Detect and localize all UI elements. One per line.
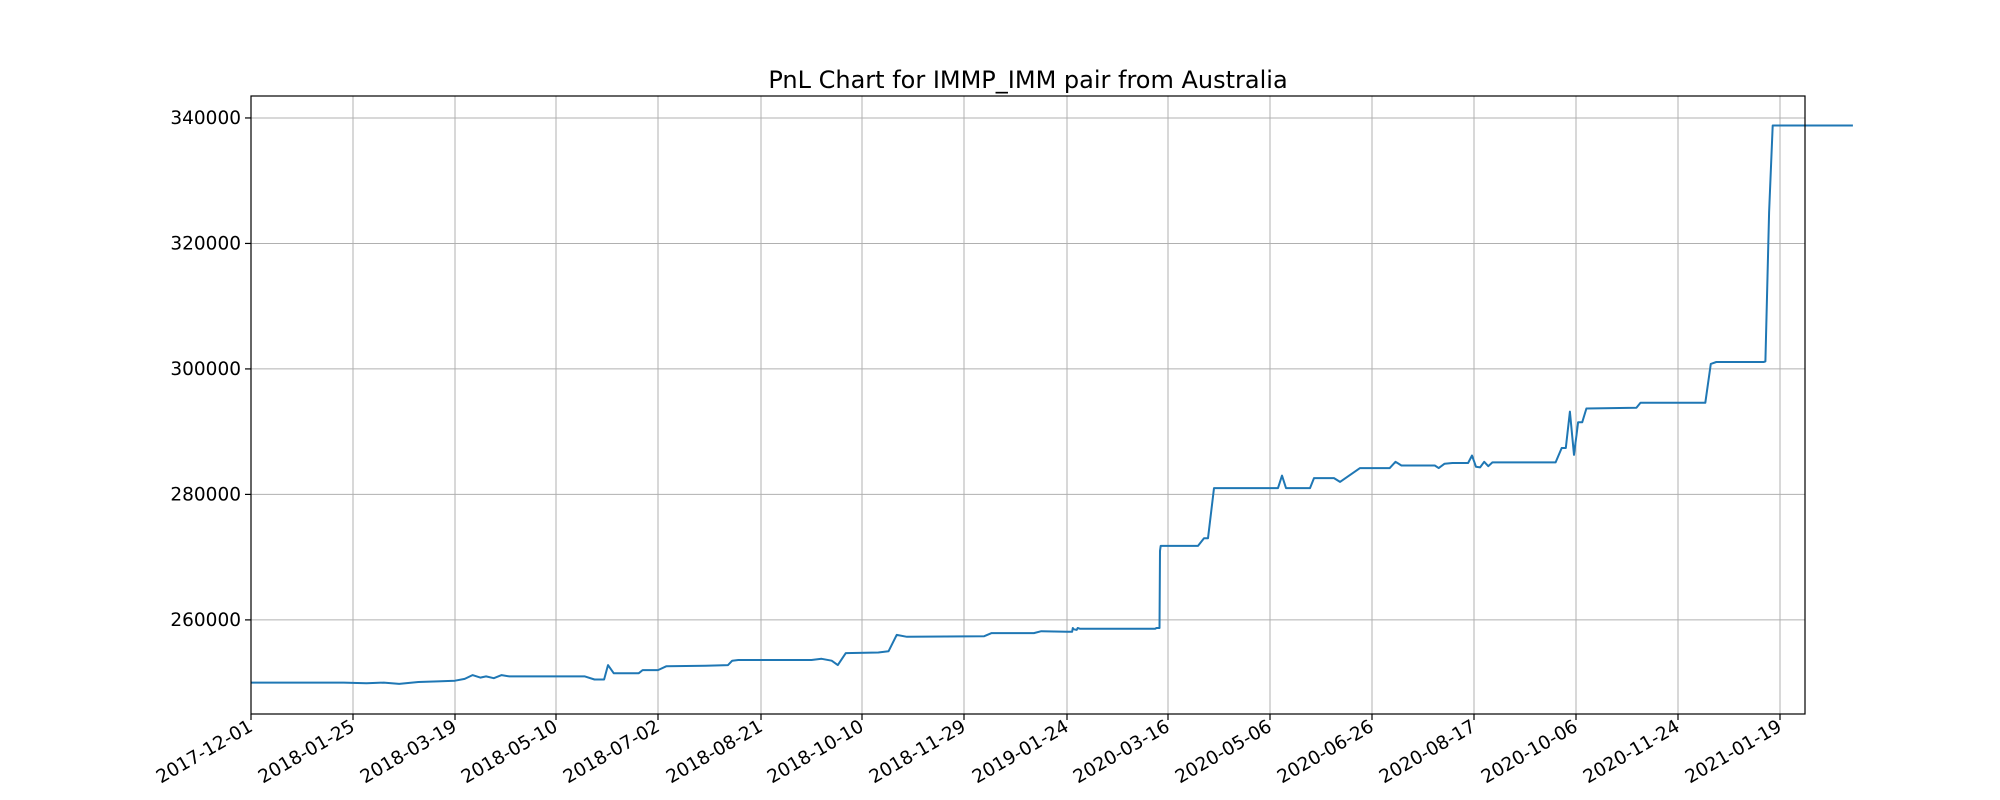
y-tick-label: 260000 xyxy=(170,610,241,631)
series-layer xyxy=(251,124,1853,685)
pnl-series-line xyxy=(251,124,1853,685)
plot-area xyxy=(250,95,1853,715)
axes-frame xyxy=(250,95,1806,715)
y-tick-label: 340000 xyxy=(170,108,241,129)
grid xyxy=(250,96,1805,714)
y-tick-label: 280000 xyxy=(170,484,241,505)
chart-title: PnL Chart for IMMP_IMM pair from Austral… xyxy=(768,66,1287,94)
y-tick-label: 320000 xyxy=(170,233,241,254)
y-axis: 260000 280000 300000 320000 340000 xyxy=(170,108,251,631)
y-tick-label: 300000 xyxy=(170,359,241,380)
